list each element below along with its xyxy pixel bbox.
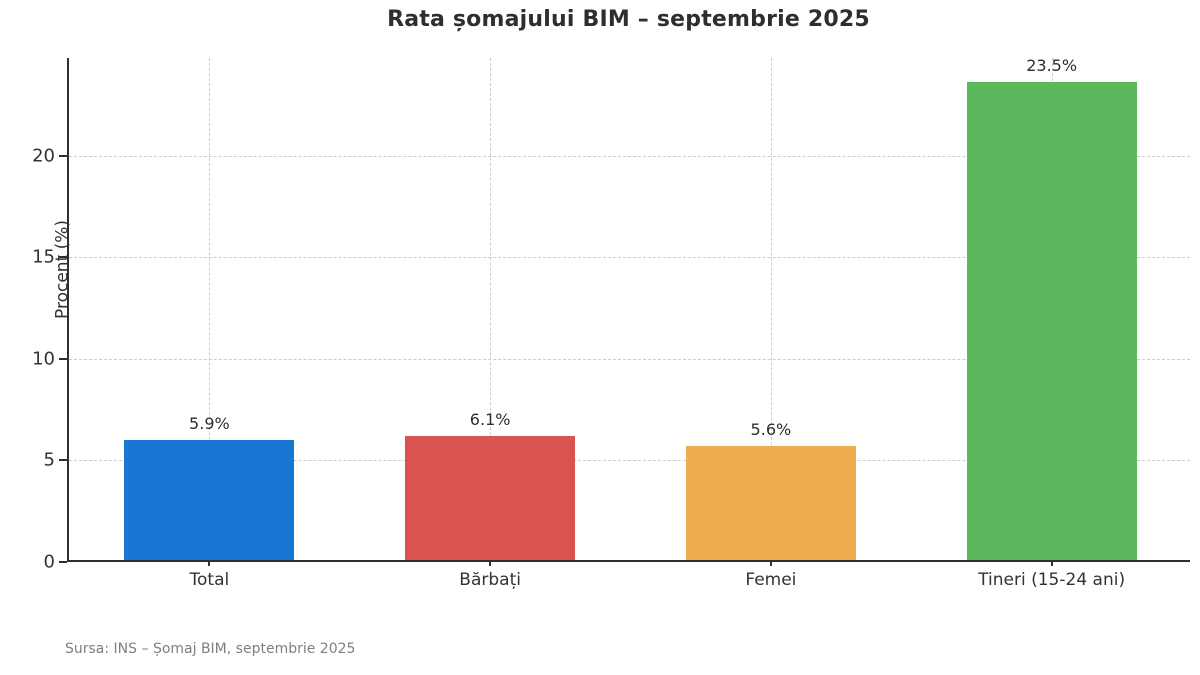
y-tick-label: 5 (43, 449, 55, 471)
y-tick-mark (59, 357, 67, 360)
bar-Tineri (15-24 ani) (966, 82, 1137, 560)
labels-layer: 0 5 10 15 20 5.9% Total 6.1% Bărbați 5.6% Femei 23.… (32, 56, 1190, 590)
chart-title: Rata șomajului BIM – septembrie 2025 (387, 7, 870, 32)
v-gridline (209, 58, 211, 560)
bar-value-label: 5.6% (750, 420, 792, 440)
y-tick-label: 20 (32, 145, 55, 167)
h-gridline-20 (69, 155, 1190, 157)
y-tick-mark (59, 459, 67, 462)
x-tick-label-Total: Total (189, 570, 230, 590)
bar-Total (124, 440, 295, 560)
h-gridline-5 (69, 460, 1190, 462)
bar-value-label: 6.1% (469, 410, 511, 430)
x-tick-mark (1050, 560, 1053, 566)
h-gridline-10 (69, 358, 1190, 360)
h-gridline-15 (69, 257, 1190, 259)
y-tick-mark (59, 561, 67, 563)
plot-area: 0 5 10 15 20 5.9% Total 6.1% Bărbați 5.6% Femei 23.… (32, 56, 1190, 590)
x-tick-mark (489, 560, 492, 566)
y-tick-mark (59, 154, 67, 157)
source-note: Sursa: INS – Șomaj BIM, septembrie 2025 (65, 641, 356, 657)
y-axis-title: Procent (%) (52, 219, 73, 319)
x-tick-label-Bărbați: Bărbați (459, 570, 521, 590)
y-tick-label: 0 (43, 551, 55, 573)
bar-value-label: 23.5% (1026, 56, 1078, 76)
v-gridline (770, 58, 772, 560)
bar-value-label: 5.9% (189, 414, 230, 434)
bar-Bărbați (405, 436, 576, 560)
y-tick-label: 15 (32, 246, 55, 268)
bar-Femei (685, 446, 856, 560)
x-tick-mark (769, 560, 772, 566)
bars-layer (69, 58, 1190, 560)
x-tick-label-Femei: Femei (745, 570, 797, 590)
y-tick-label: 10 (32, 348, 55, 370)
x-tick-label-Tineri (15-24 ani): Tineri (15-24 ani) (978, 570, 1126, 590)
x-tick-mark (208, 560, 211, 566)
y-tick-mark (59, 256, 67, 259)
v-gridline (490, 58, 492, 560)
